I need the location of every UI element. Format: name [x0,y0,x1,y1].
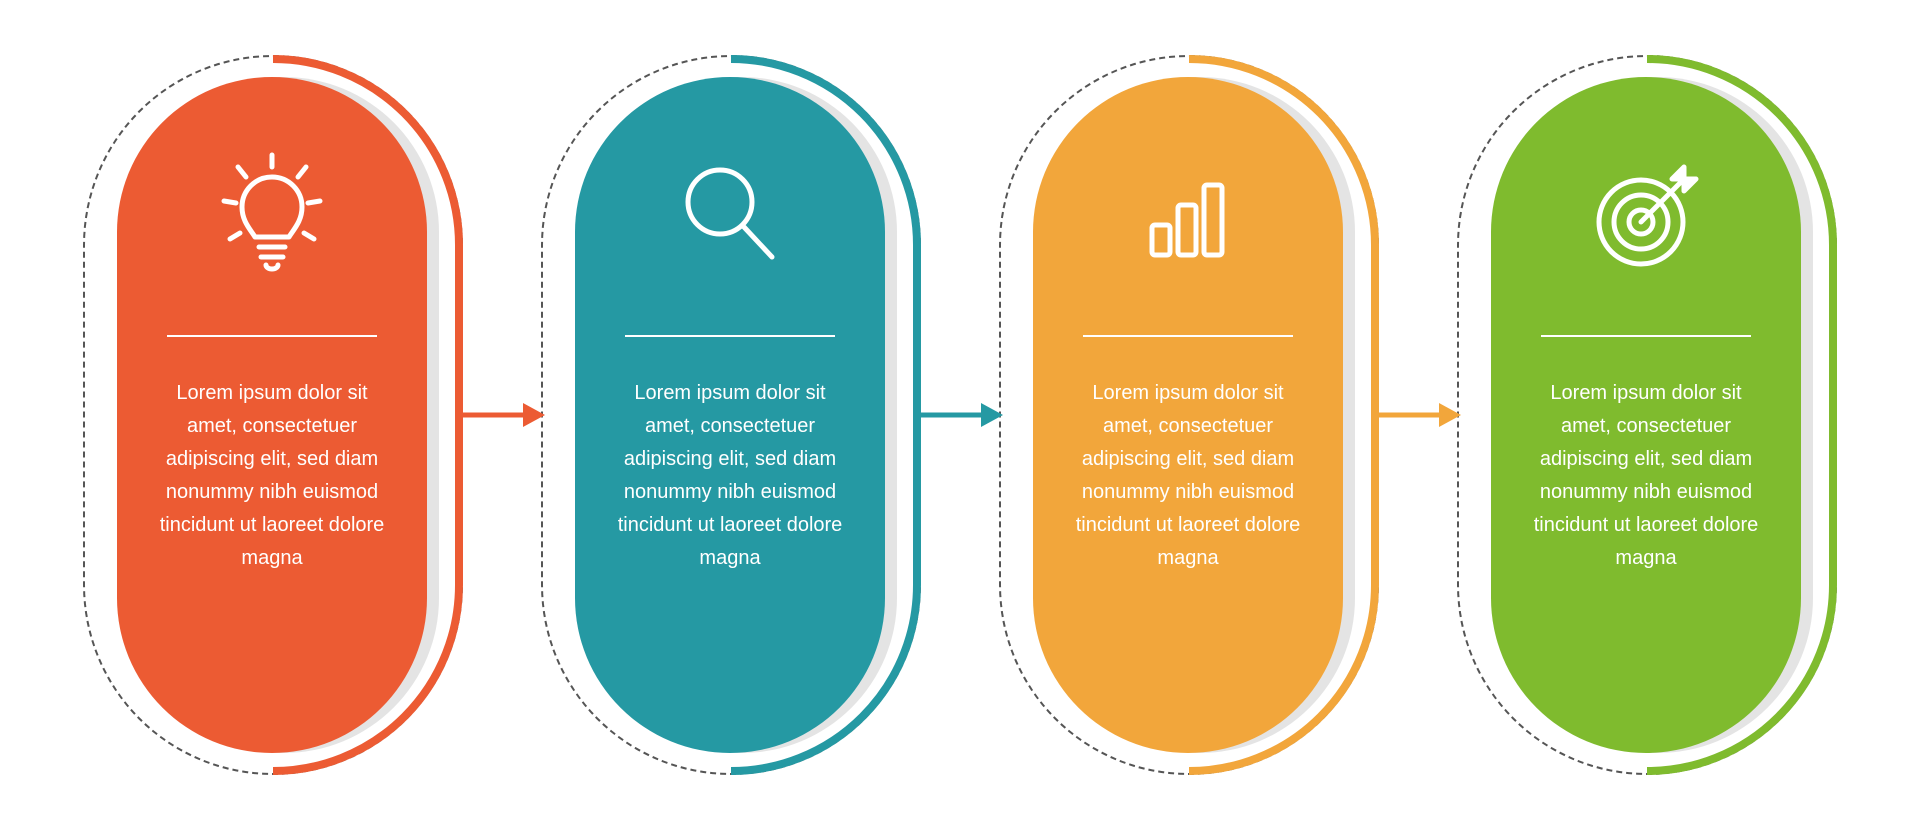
step-text: Lorem ipsum dolor sit amet, consectetuer… [157,377,387,575]
pill: Lorem ipsum dolor sit amet, consectetuer… [1033,77,1343,753]
step-3: Lorem ipsum dolor sit amet, consectetuer… [999,55,1379,775]
step-4: Lorem ipsum dolor sit amet, consectetuer… [1457,55,1837,775]
divider [167,335,377,337]
pill: Lorem ipsum dolor sit amet, consectetuer… [117,77,427,753]
divider [1541,335,1751,337]
magnifier-icon [670,147,790,287]
pill: Lorem ipsum dolor sit amet, consectetuer… [575,77,885,753]
infographic-row: Lorem ipsum dolor sit amet, consectetuer… [83,55,1837,775]
bar-chart-icon [1128,147,1248,287]
arrow-2 [915,395,1005,435]
divider [625,335,835,337]
step-text: Lorem ipsum dolor sit amet, consectetuer… [1531,377,1761,575]
step-text: Lorem ipsum dolor sit amet, consectetuer… [1073,377,1303,575]
lightbulb-icon [212,147,332,287]
step-text: Lorem ipsum dolor sit amet, consectetuer… [615,377,845,575]
target-icon [1586,147,1706,287]
arrow-3 [1373,395,1463,435]
pill: Lorem ipsum dolor sit amet, consectetuer… [1491,77,1801,753]
step-2: Lorem ipsum dolor sit amet, consectetuer… [541,55,921,775]
arrow-1 [457,395,547,435]
step-1: Lorem ipsum dolor sit amet, consectetuer… [83,55,463,775]
divider [1083,335,1293,337]
